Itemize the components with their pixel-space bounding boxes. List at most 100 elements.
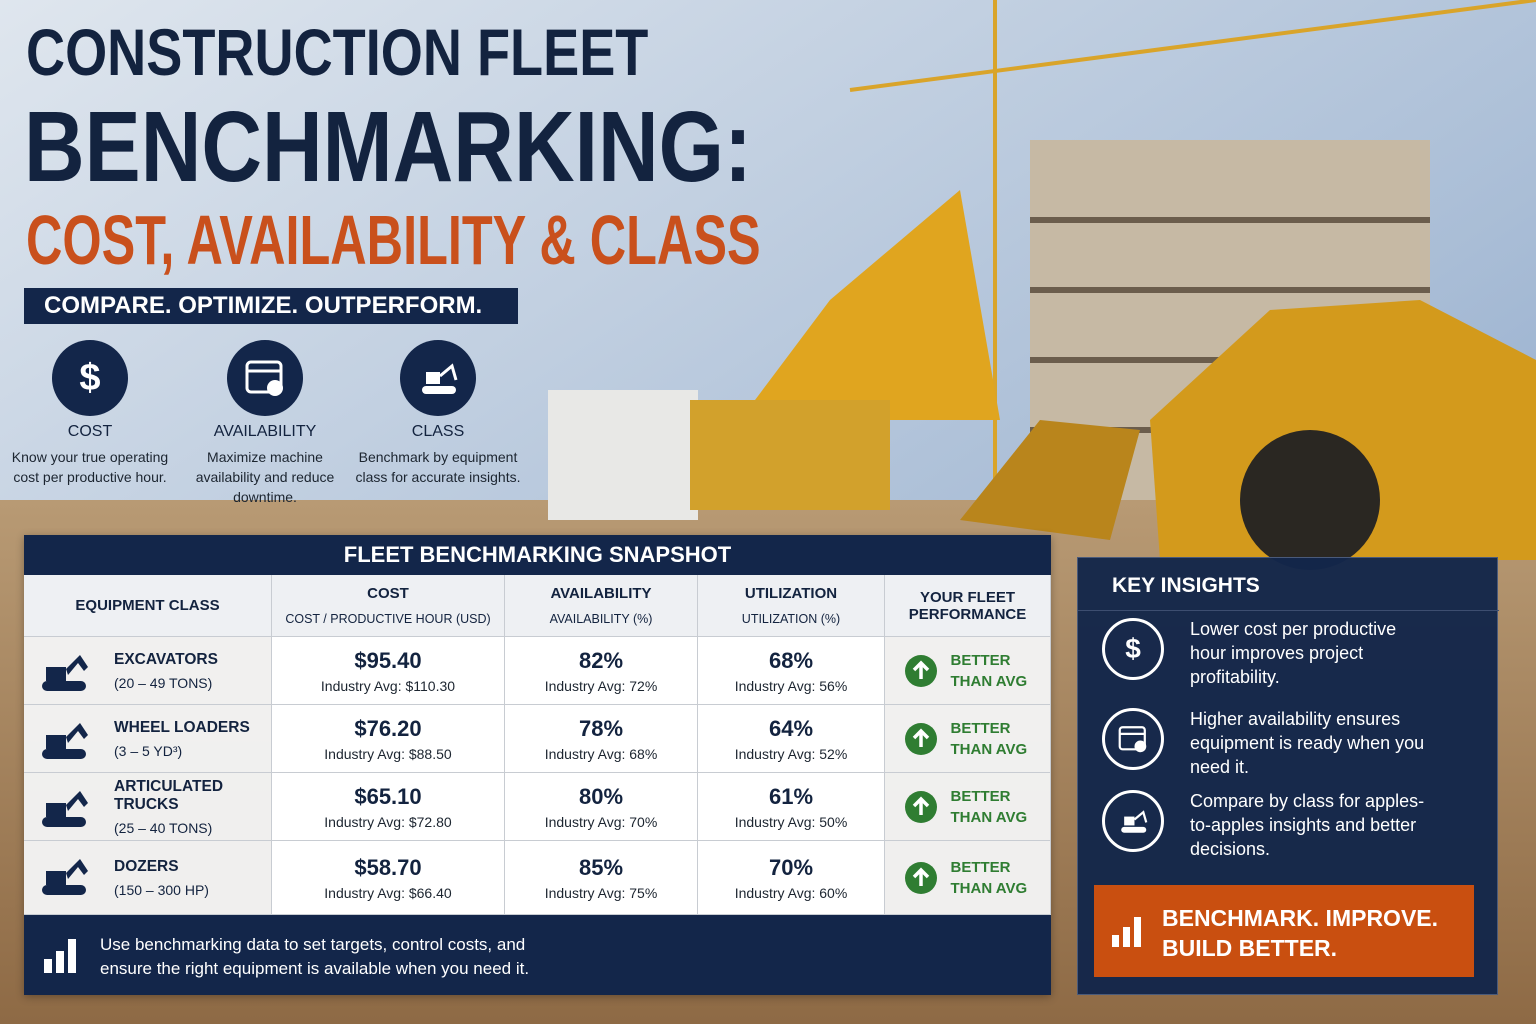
icon: $ [1125,633,1141,664]
class-name: ARTICULATED TRUCKS [114,777,224,813]
equipment-icon-box [38,715,94,768]
class-name: WHEEL LOADERS [114,718,250,736]
performance-cell: BETTER THAN AVG [885,773,1051,841]
industry-average: Industry Avg: 60% [734,884,848,901]
performance-cell: BETTER THAN AVG [885,637,1051,705]
svg-text:$: $ [1125,633,1141,664]
divider [1078,610,1499,611]
table: FLEET BENCHMARKING SNAPSHOT Use benchmar… [24,535,1051,995]
metric-cell: 70% Industry Avg: 60% [698,841,885,915]
industry-average: Industry Avg: $110.30 [320,677,456,694]
insight-icon [1102,790,1164,852]
insight-text: Higher availability ensures equipment is… [1190,709,1425,777]
equipment-icon-box [38,647,94,700]
metric-value: 80% [578,783,624,809]
up-arrow-icon [904,654,937,687]
class-cell: WHEEL LOADERS (3 – 5 YD³) [24,705,272,773]
metric-value: $58.70 [354,854,422,880]
up-arrow-icon [904,861,937,894]
performance-cell: BETTER THAN AVG [885,841,1051,915]
arrow [912,796,929,815]
feature-title: AVAILABILITY [213,423,317,440]
column-title: COST [367,585,409,602]
metric-cell: 85% Industry Avg: 75% [505,841,698,915]
performance-cell: BETTER THAN AVG [885,705,1051,773]
metric-cell: $95.40 Industry Avg: $110.30 [272,637,505,705]
class-cell: EXCAVATORS (20 – 49 TONS) [24,637,272,705]
metric-cell: 78% Industry Avg: 68% [505,705,698,773]
column-header: UTILIZATION UTILIZATION (%) [698,575,885,637]
arrow [912,867,929,886]
feature-icon [227,340,303,416]
chart-icon [44,939,76,973]
industry-average: Industry Avg: $72.80 [324,813,452,830]
tagline: COMPARE. OPTIMIZE. OUTPERFORM. [44,292,483,319]
column-subtitle: UTILIZATION (%) [741,612,841,626]
metric-value: 61% [768,783,814,809]
chart-icon [1112,917,1141,947]
metric-value: 78% [578,715,624,741]
performance-label: BETTER THAN AVG [950,787,1028,826]
icon: $ [79,357,100,399]
metric-value: 82% [578,647,624,673]
class-cell: ARTICULATED TRUCKS (25 – 40 TONS) [24,773,272,841]
feature-icon [400,340,476,416]
equipment-icon [42,723,88,759]
up-arrow-icon [904,722,937,755]
equipment-icon-box [38,783,94,836]
metric-cell: 61% Industry Avg: 50% [698,773,885,841]
metric-cell: $65.10 Industry Avg: $72.80 [272,773,505,841]
industry-average: Industry Avg: 70% [544,813,658,830]
icon [1121,810,1148,833]
title-line: BENCHMARKING: [24,91,752,203]
metric-cell: $76.20 Industry Avg: $88.50 [272,705,505,773]
table-footer: Use benchmarking data to set targets, co… [24,915,1051,995]
equipment-icon [42,791,88,827]
callout-text: BENCHMARK. IMPROVE. BUILD BETTER. [1162,905,1439,961]
metric-cell: 82% Industry Avg: 72% [505,637,698,705]
feature: AVAILABILITY Maximize machine availabilit… [180,423,350,507]
icon [422,363,458,394]
feature-title: COST [67,423,113,440]
feature-text: Benchmark by equipment class for accurat… [355,449,521,485]
footer-text: Use benchmarking data to set targets, co… [100,935,530,978]
column-header: YOUR FLEET PERFORMANCE [885,575,1051,637]
industry-average: Industry Avg: 56% [734,677,848,694]
title-line: CONSTRUCTION FLEET [26,15,649,89]
column-header: EQUIPMENT CLASS [24,575,272,637]
insight-text: Compare by class for apples-to-apples in… [1190,791,1425,859]
insight-icon: $ [1102,618,1164,680]
feature: CLASS Benchmark by equipment class for ac… [353,423,523,487]
svg-text:$: $ [79,357,100,399]
metric-cell: 64% Industry Avg: 52% [698,705,885,773]
title-line: COST, AVAILABILITY & CLASS [26,201,761,279]
column-title: UTILIZATION [744,585,838,602]
class-name: DOZERS [114,857,179,875]
insight-text: Lower cost per productive hour improves … [1190,619,1397,687]
industry-average: Industry Avg: 72% [544,677,658,694]
column-title: YOUR FLEET PERFORMANCE [908,588,1027,623]
feature: COST Know your true operating cost per pr… [5,423,175,487]
callout-box: BENCHMARK. IMPROVE. BUILD BETTER. [1094,885,1474,977]
insights-panel: KEY INSIGHTS BENCHMARK. IMPROVE. BUILD B… [1077,557,1499,995]
arrow [912,728,929,747]
industry-average: Industry Avg: 52% [734,745,848,762]
column-title: AVAILABILITY [550,585,652,602]
feature-title: CLASS [411,423,465,440]
class-size: (150 – 300 HP) [114,881,209,898]
column-header: COST COST / PRODUCTIVE HOUR (USD) [272,575,505,637]
table-title: FLEET BENCHMARKING SNAPSHOT [24,535,1051,575]
equipment-icon-box [38,851,94,904]
metric-cell: 68% Industry Avg: 56% [698,637,885,705]
industry-average: Industry Avg: $66.40 [324,884,452,901]
insight-icon [1102,708,1164,770]
column-subtitle: AVAILABILITY (%) [549,612,653,626]
industry-average: Industry Avg: 50% [734,813,848,830]
feature-text: Maximize machine availability and reduce… [195,449,335,505]
metric-value: 70% [768,854,814,880]
icon [1118,726,1147,753]
column-subtitle: COST / PRODUCTIVE HOUR (USD) [285,612,491,626]
industry-average: Industry Avg: 75% [544,884,658,901]
metric-value: 85% [578,854,624,880]
